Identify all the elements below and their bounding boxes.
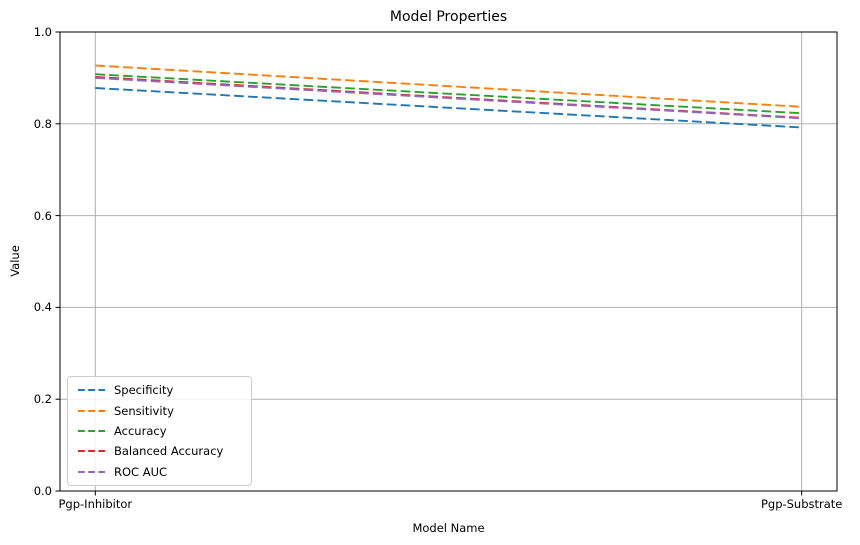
chart-title: Model Properties [389,9,508,25]
x-tick-label: Pgp-Substrate [760,497,843,511]
y-tick-label: 0.4 [33,300,52,315]
legend-line-sample [78,409,105,412]
legend-line-sample [78,389,105,392]
legend-item: Sensitivity [78,404,241,418]
legend-line-sample [78,430,105,432]
x-axis-label: Model Name [412,521,485,535]
y-tick-label: 0.2 [33,392,52,407]
legend-item: ROC AUC [78,465,241,479]
y-tick-label: 0.6 [33,208,52,223]
legend-label: ROC AUC [114,464,168,479]
y-tick-label: 0.0 [33,484,52,498]
plot-frame [59,31,838,492]
legend-label: Accuracy [114,423,167,438]
legend-item: Balanced Accuracy [78,444,241,458]
legend-line-sample [78,450,105,453]
legend-item: Specificity [78,383,241,397]
y-axis-label: Value [8,245,22,277]
series-line-roc-auc [95,76,802,120]
legend-label: Specificity [114,383,174,398]
x-tick-label: Pgp-Inhibitor [58,497,133,511]
y-tick-label: 0.8 [33,116,52,131]
legend: Specificity Sensitivity Accuracy Balanced A… [67,376,252,486]
legend-label: Balanced Accuracy [114,444,224,459]
y-tick-label: 1.0 [33,25,52,39]
legend-item: Accuracy [78,424,241,438]
series-line-sensitivity [95,64,802,108]
series-line-accuracy [95,73,802,115]
legend-label: Sensitivity [114,403,174,418]
series-line-specificity [95,87,802,129]
legend-line-sample [78,470,105,473]
